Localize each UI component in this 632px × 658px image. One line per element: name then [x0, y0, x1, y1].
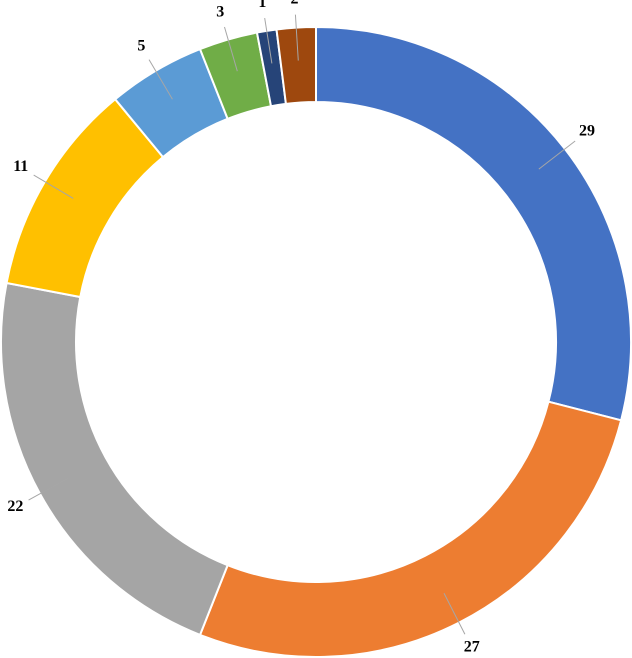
leader-line	[294, 14, 299, 61]
data-label: 27	[464, 638, 480, 655]
data-label: 22	[7, 498, 23, 515]
leader-line	[264, 17, 273, 64]
leader-line	[28, 477, 70, 501]
data-label: 5	[137, 37, 145, 54]
data-label: 11	[13, 158, 28, 175]
leader-line	[148, 59, 173, 100]
donut-slice	[198, 400, 623, 658]
leader-line	[33, 174, 74, 199]
leader-line	[443, 593, 466, 635]
data-label: 3	[216, 3, 224, 20]
data-label: 29	[579, 122, 595, 139]
data-label: 2	[290, 0, 298, 7]
donut-slice	[275, 25, 317, 106]
donut-slice	[0, 281, 229, 637]
data-label: 1	[258, 0, 266, 11]
leader-line	[224, 26, 238, 72]
donut-slice	[315, 25, 632, 422]
leader-line	[538, 140, 576, 170]
